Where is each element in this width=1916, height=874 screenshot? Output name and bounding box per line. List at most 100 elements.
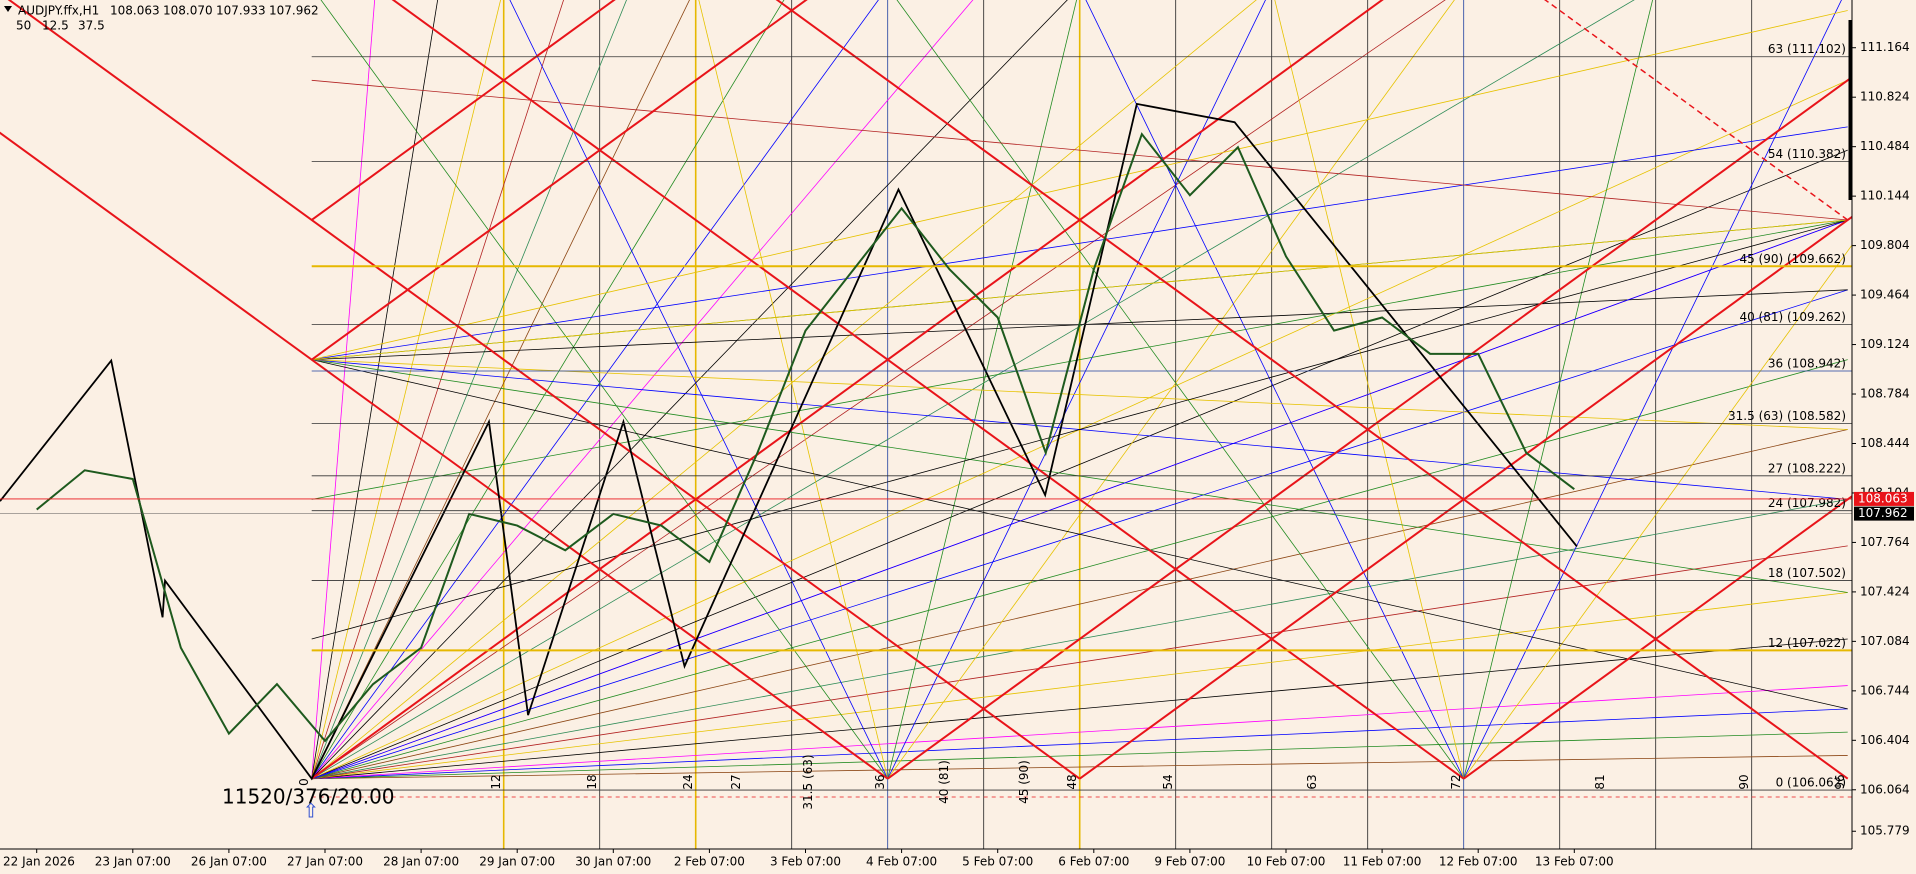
fan-label: 90 <box>1737 774 1751 789</box>
symbol: AUDJPY.ffx,H1 <box>18 4 99 18</box>
fan-label: 54 <box>1161 774 1175 789</box>
x-tick-label: 3 Feb 07:00 <box>770 855 841 869</box>
price-tag-label: 108.063 <box>1858 491 1908 505</box>
level-label: 27 (108.222) <box>1768 461 1846 475</box>
gann-line <box>1463 0 1654 779</box>
gann-line <box>1085 0 1465 779</box>
level-label: 0 (106.062) <box>1776 776 1846 790</box>
gann-line <box>391 0 1465 780</box>
gann-line <box>1544 0 1849 221</box>
fan-label: 24 <box>681 774 695 789</box>
x-tick-label: 10 Feb 07:00 <box>1247 855 1326 869</box>
y-tick-label: 105.779 <box>1860 824 1910 838</box>
y-tick-label: 109.804 <box>1860 238 1910 252</box>
gann-line <box>509 0 889 779</box>
fan-label: 63 <box>1305 774 1319 789</box>
price-tag-label: 107.962 <box>1858 506 1908 520</box>
x-tick-label: 13 Feb 07:00 <box>1535 855 1614 869</box>
level-label: 18 (107.502) <box>1768 566 1846 580</box>
gann-line <box>887 0 1266 779</box>
x-tick-label: 9 Feb 07:00 <box>1154 855 1225 869</box>
gann-line <box>311 0 502 779</box>
plot-area: 63 (111.102) 54 (110.382) 45 (90) (109.662… <box>0 42 1852 810</box>
fan-label: 31.5 (63) <box>801 754 815 809</box>
fan-label: 36 <box>873 774 887 789</box>
gann-line <box>311 79 1848 221</box>
x-tick-label: 27 Jan 07:00 <box>287 855 363 869</box>
gann-line <box>311 0 627 779</box>
y-tick-label: 107.764 <box>1860 535 1910 549</box>
x-tick-label: 4 Feb 07:00 <box>866 855 937 869</box>
param: 12.5 <box>42 19 69 33</box>
gann-line <box>311 731 1848 780</box>
gann-line <box>311 545 1848 780</box>
level-label: 36 (108.942) <box>1768 357 1846 371</box>
fan-label: 45 (90) <box>1017 760 1031 804</box>
gann-line <box>311 592 1848 780</box>
x-tick-label: 29 Jan 07:00 <box>479 855 555 869</box>
gann-line <box>0 131 889 780</box>
gann-line <box>311 0 785 779</box>
y-tick-label: 106.744 <box>1860 683 1910 697</box>
gann-line <box>311 638 1848 780</box>
param: 50 <box>16 19 31 33</box>
gann-line <box>320 0 889 779</box>
x-tick-label: 12 Feb 07:00 <box>1439 855 1518 869</box>
gann-line <box>1079 215 1852 780</box>
fan-label: 48 <box>1065 774 1079 789</box>
gann-line <box>1463 0 1842 779</box>
origin-arrow: ⇧ <box>303 799 320 823</box>
price-tag <box>1854 491 1914 506</box>
gann-line <box>311 708 1848 780</box>
menu-arrow[interactable] <box>4 6 12 12</box>
open: 108.063 <box>110 4 160 18</box>
x-tick-label: 5 Feb 07:00 <box>962 855 1033 869</box>
gann-line <box>311 219 1848 640</box>
gann-line <box>311 429 1848 780</box>
x-tick-label: 11 Feb 07:00 <box>1343 855 1422 869</box>
y-tick-label: 110.144 <box>1860 189 1910 203</box>
level-label: 45 (90) (109.662) <box>1739 252 1846 266</box>
low: 107.933 <box>216 4 266 18</box>
y-tick-label: 107.424 <box>1860 584 1910 598</box>
fan-label: 18 <box>585 774 599 789</box>
level-label: 12 (107.022) <box>1768 636 1846 650</box>
x-tick-label: 30 Jan 07:00 <box>575 855 651 869</box>
high: 108.070 <box>163 4 213 18</box>
close: 107.962 <box>269 4 319 18</box>
level-label: 31.5 (63) (108.582) <box>1728 409 1846 423</box>
gann-line <box>311 685 1848 780</box>
gann-line <box>1463 494 1852 780</box>
gann-line <box>311 0 564 779</box>
gann-line <box>311 359 1848 780</box>
axes: 111.164 110.824 110.484 110.144 109.804 109.4… <box>3 40 1914 869</box>
price-line <box>36 132 1575 743</box>
y-tick-label: 109.464 <box>1860 288 1910 302</box>
annotation: 11520/376/20.00 <box>222 785 395 809</box>
y-tick-label: 108.444 <box>1860 436 1910 450</box>
gann-line <box>311 0 808 361</box>
x-tick-label: 26 Jan 07:00 <box>191 855 267 869</box>
level-label: 40 (81) (109.262) <box>1739 310 1846 324</box>
y-tick-label: 108.784 <box>1860 387 1910 401</box>
level-label: 24 (107.982) <box>1768 496 1846 510</box>
fan-label: 72 <box>1449 774 1463 789</box>
x-tick-label: 23 Jan 07:00 <box>95 855 171 869</box>
gann-line <box>311 0 616 221</box>
gann-line <box>311 0 974 779</box>
y-tick-label: 110.824 <box>1860 90 1910 104</box>
x-tick-label: 22 Jan 2026 <box>3 855 75 869</box>
x-tick-label: 28 Jan 07:00 <box>383 855 459 869</box>
gann-line <box>311 10 1848 361</box>
x-tick-label: 6 Feb 07:00 <box>1058 855 1129 869</box>
gann-line <box>887 0 1078 779</box>
y-tick-label: 111.164 <box>1860 40 1910 54</box>
fan-label: 0 <box>297 778 311 786</box>
gann-line <box>7 0 1081 780</box>
fan-label: 12 <box>489 774 503 789</box>
gann-line <box>775 0 1849 780</box>
y-tick-label: 106.404 <box>1860 733 1910 747</box>
gann-line <box>887 75 1852 780</box>
y-tick-label: 109.124 <box>1860 337 1910 351</box>
